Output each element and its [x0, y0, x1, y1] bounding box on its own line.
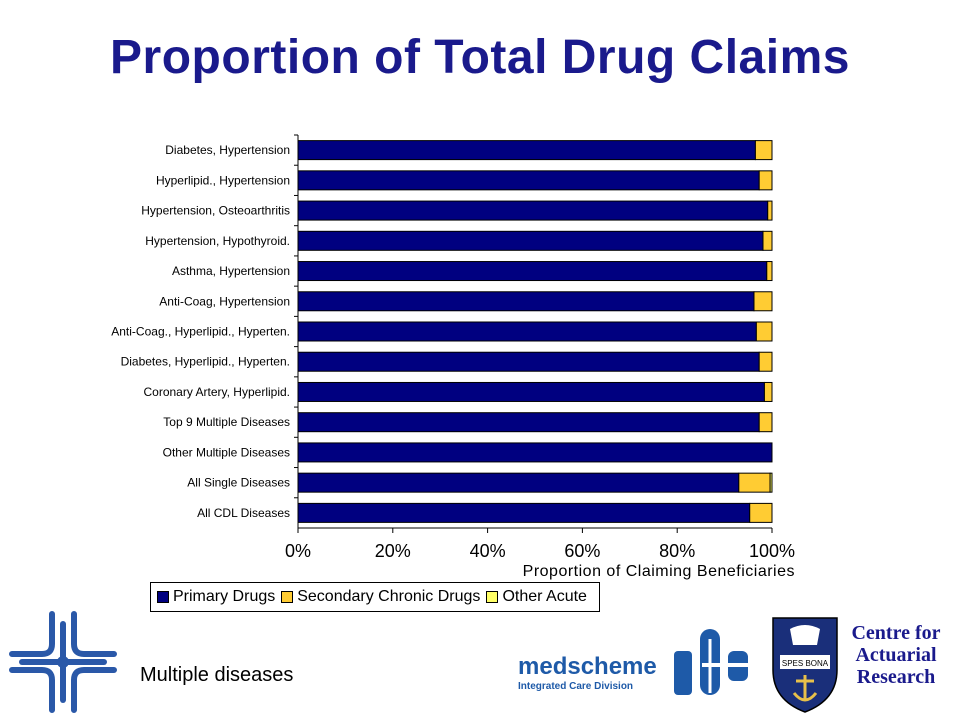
bar-secondary: [738, 472, 771, 493]
bar-secondary: [766, 261, 773, 282]
bar-secondary: [758, 351, 773, 372]
bar-primary: [297, 140, 756, 161]
legend-item-primary: Primary Drugs: [157, 588, 275, 606]
x-tick-label: 100%: [749, 541, 795, 561]
medscheme-name: medscheme: [518, 653, 657, 680]
bar-primary: [297, 170, 760, 191]
legend-swatch-primary: [157, 591, 169, 603]
legend-item-secondary: Secondary Chronic Drugs: [281, 588, 480, 606]
cross-logo-icon: [9, 611, 117, 713]
footer-caption: Multiple diseases: [140, 664, 294, 686]
y-tick-label: Other Multiple Diseases: [163, 445, 290, 459]
y-tick-label: Anti-Coag, Hypertension: [159, 294, 290, 308]
y-tick-label: Coronary Artery, Hyperlipid.: [144, 385, 291, 399]
slide-title: Proportion of Total Drug Claims: [110, 31, 850, 84]
x-tick-label: 0%: [285, 541, 311, 561]
bar-primary: [297, 321, 757, 342]
university-crest-icon: SPES BONA: [772, 617, 838, 713]
car-line-3: Research: [856, 666, 936, 688]
legend-swatch-other: [486, 591, 499, 603]
bar-primary: [297, 200, 769, 221]
bar-secondary: [755, 321, 773, 342]
bar-primary: [297, 291, 755, 312]
bar-primary: [297, 351, 760, 372]
bar-secondary: [758, 170, 773, 191]
y-tick-label: Anti-Coag., Hyperlipid., Hyperten.: [111, 325, 290, 339]
legend-label-primary: Primary Drugs: [173, 588, 276, 605]
bar-primary: [297, 472, 740, 493]
legend-label-other: Other Acute: [502, 588, 587, 605]
chart-legend: Primary Drugs Secondary Chronic Drugs Ot…: [150, 582, 600, 612]
y-tick-label: All CDL Diseases: [197, 506, 290, 520]
legend-label-secondary: Secondary Chronic Drugs: [297, 588, 481, 605]
x-tick-label: 20%: [375, 541, 411, 561]
crest-motto: SPES BONA: [782, 659, 829, 668]
centre-actuarial-research-label: Centre for Actuarial Research: [836, 622, 956, 688]
bar-secondary: [754, 140, 773, 161]
y-tick-label: Hypertension, Osteoarthritis: [141, 204, 290, 218]
bar-primary: [297, 381, 765, 402]
legend-swatch-secondary: [281, 591, 294, 603]
medscheme-logo: medscheme Integrated Care Division: [518, 653, 657, 693]
x-axis-label: Proportion of Claiming Beneficiaries: [523, 563, 795, 580]
y-tick-label: Top 9 Multiple Diseases: [163, 415, 290, 429]
bar-secondary: [767, 200, 773, 221]
y-tick-label: Diabetes, Hyperlipid., Hyperten.: [121, 355, 290, 369]
y-tick-label: Hyperlipid., Hypertension: [156, 173, 290, 187]
medscheme-emblem-icon: [674, 629, 748, 695]
bar-secondary: [763, 381, 773, 402]
y-tick-label: All Single Diseases: [187, 476, 290, 490]
bar-primary: [297, 442, 773, 463]
bar-secondary: [749, 502, 773, 523]
medscheme-subtitle: Integrated Care Division: [518, 681, 634, 692]
car-line-1: Centre for: [851, 622, 941, 644]
x-tick-label: 60%: [564, 541, 600, 561]
bar-secondary: [758, 412, 773, 433]
bar-primary: [297, 230, 764, 251]
y-tick-label: Diabetes, Hypertension: [165, 143, 290, 157]
bar-primary: [297, 502, 751, 523]
car-line-2: Actuarial: [855, 644, 937, 666]
x-tick-label: 40%: [470, 541, 506, 561]
bar-other: [769, 472, 773, 493]
legend-item-other: Other Acute: [486, 588, 587, 606]
bar-primary: [297, 261, 768, 282]
y-tick-label: Hypertension, Hypothyroid.: [145, 234, 290, 248]
bar-secondary: [753, 291, 773, 312]
y-tick-label: Asthma, Hypertension: [172, 264, 290, 278]
x-tick-label: 80%: [659, 541, 695, 561]
bar-primary: [297, 412, 760, 433]
bar-secondary: [762, 230, 773, 251]
